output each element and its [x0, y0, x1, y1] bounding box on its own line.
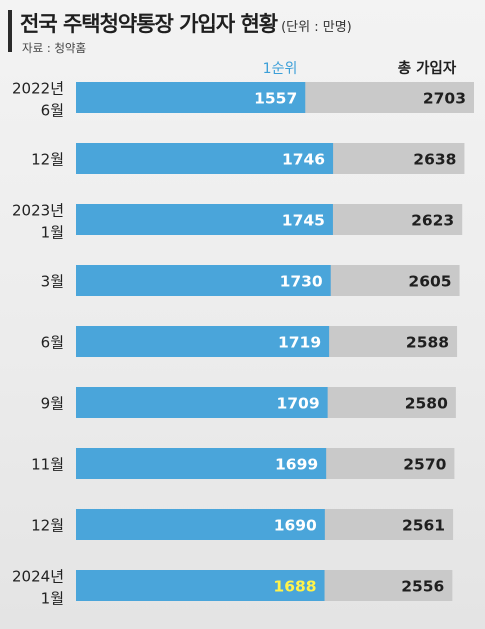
category-label-month: 12월: [31, 151, 64, 169]
category-label-month: 3월: [41, 273, 64, 291]
value-label-first-rank: 1746: [282, 151, 325, 169]
bar-first-rank: [76, 448, 327, 479]
bar-first-rank: [76, 509, 325, 540]
value-label-total: 2580: [405, 395, 448, 413]
value-label-first-rank: 1709: [276, 395, 319, 413]
chart-source: 자료 : 청약홈: [22, 41, 87, 55]
legend-total: 총 가입자: [397, 61, 457, 77]
bar-row: 1719 2588 6월: [41, 326, 458, 357]
title-accent-bar: [8, 10, 12, 52]
value-label-first-rank: 1688: [273, 578, 316, 596]
category-label-month: 9월: [41, 395, 64, 413]
legend-first-rank: 1순위: [262, 61, 298, 77]
bar-first-rank: [76, 387, 328, 418]
value-label-first-rank: 1690: [274, 517, 317, 535]
bar-row: 1746 2638 12월: [31, 143, 465, 174]
value-label-total: 2561: [402, 517, 445, 535]
value-label-first-rank: 1699: [275, 456, 318, 474]
category-label-month: 6월: [41, 334, 64, 352]
category-label-month: 6월: [41, 102, 64, 120]
category-label-month: 1월: [41, 590, 64, 608]
value-label-total: 2638: [413, 151, 456, 169]
value-label-total: 2605: [408, 273, 451, 291]
value-label-total: 2703: [423, 90, 466, 108]
bar-first-rank: [76, 326, 330, 357]
value-label-first-rank: 1730: [280, 273, 323, 291]
bar-first-rank: [76, 265, 331, 296]
value-label-total: 2556: [401, 578, 444, 596]
category-label-year: 2024년: [12, 568, 64, 586]
bar-row: 1690 2561 12월: [31, 509, 454, 540]
bar-first-rank: [76, 204, 333, 235]
bar-row: 1699 2570 11월: [31, 448, 455, 479]
value-label-total: 2623: [411, 212, 454, 230]
value-label-first-rank: 1557: [254, 90, 297, 108]
category-label-month: 1월: [41, 224, 64, 242]
bar-first-rank: [76, 143, 334, 174]
bar-row: 1709 2580 9월: [41, 387, 456, 418]
category-label-month: 11월: [31, 456, 64, 474]
chart-title-text: 전국 주택청약통장 가입자 현황: [20, 12, 278, 36]
value-label-first-rank: 1745: [282, 212, 325, 230]
bar-row: 1688 2556 2024년 1월: [12, 568, 453, 608]
category-label-year: 2022년: [12, 80, 64, 98]
bar-row: 1730 2605 3월: [41, 265, 460, 296]
category-label-year: 2023년: [12, 202, 64, 220]
bar-first-rank: [76, 82, 306, 113]
value-label-total: 2570: [403, 456, 446, 474]
bar-row: 1745 2623 2023년 1월: [12, 202, 463, 242]
value-label-first-rank: 1719: [278, 334, 321, 352]
bar-first-rank: [76, 570, 325, 601]
value-label-total: 2588: [406, 334, 449, 352]
chart-unit: (단위 : 만명): [281, 20, 352, 35]
bar-row: 1557 2703 2022년 6월: [12, 80, 474, 120]
category-label-month: 12월: [31, 517, 64, 535]
chart-title: 전국 주택청약통장 가입자 현황 (단위 : 만명): [20, 8, 352, 38]
